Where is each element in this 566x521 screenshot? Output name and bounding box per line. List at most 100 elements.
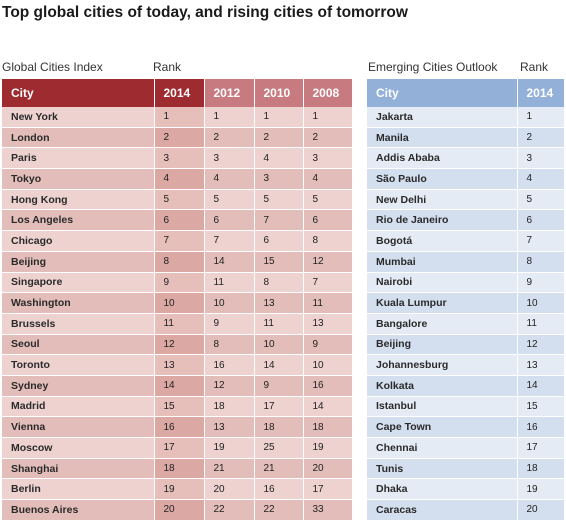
rank-cell: 20 bbox=[302, 458, 352, 480]
rank-cell: 4 bbox=[302, 168, 352, 190]
rank-cell: 9 bbox=[516, 272, 564, 294]
rank-cell: 19 bbox=[153, 478, 204, 501]
header-year-2010: 2010 bbox=[253, 79, 303, 107]
rank-cell: 15 bbox=[516, 396, 564, 418]
city-name-cell: Chennai bbox=[367, 437, 517, 459]
rank-cell: 6 bbox=[516, 209, 564, 232]
rank-cell: 12 bbox=[153, 334, 204, 356]
city-name-cell: Cape Town bbox=[367, 416, 517, 438]
header-city: City bbox=[2, 79, 154, 107]
table-row: Los Angeles 6 6 7 6 bbox=[2, 209, 352, 232]
city-name-cell: Dhaka bbox=[367, 478, 517, 501]
table-row: Madrid 15 18 17 14 bbox=[2, 396, 352, 418]
rank-cell: 1 bbox=[302, 107, 352, 128]
city-name-cell: New Delhi bbox=[367, 189, 517, 211]
rank-cell: 9 bbox=[253, 375, 303, 397]
rank-cell: 16 bbox=[302, 375, 352, 397]
table-row: Vienna 16 13 18 18 bbox=[2, 416, 352, 438]
rank-cell: 6 bbox=[302, 209, 352, 232]
rank-cell: 11 bbox=[253, 313, 303, 335]
rank-cell: 4 bbox=[516, 168, 564, 190]
city-name-cell: Bogotá bbox=[367, 230, 517, 252]
city-name-cell: Caracas bbox=[367, 499, 517, 521]
city-name-cell: London bbox=[2, 127, 154, 149]
rank-cell: 5 bbox=[516, 189, 564, 211]
rank-cell: 4 bbox=[153, 168, 204, 190]
city-name-cell: Buenos Aires bbox=[2, 499, 154, 521]
city-name-cell: Beijing bbox=[2, 251, 154, 273]
header-city: City bbox=[367, 79, 517, 107]
rank-cell: 17 bbox=[153, 437, 204, 459]
rank-cell: 13 bbox=[516, 354, 564, 376]
rank-cell: 20 bbox=[153, 499, 204, 521]
table-row: Bangalore 11 bbox=[367, 313, 564, 335]
city-name-cell: Shanghai bbox=[2, 458, 154, 480]
table-row: Manila 2 bbox=[367, 127, 564, 149]
rank-cell: 10 bbox=[203, 292, 254, 314]
table-row: Chennai 17 bbox=[367, 437, 564, 459]
rank-cell: 2 bbox=[516, 127, 564, 149]
global-cities-table: City 2014 2012 2010 2008 New York 1 1 1 1 Lon… bbox=[2, 79, 352, 521]
table-row: Beijing 12 bbox=[367, 334, 564, 356]
table-row: Kuala Lumpur 10 bbox=[367, 292, 564, 314]
emerging-cities-rank-label: Rank bbox=[520, 60, 549, 74]
table-row: Nairobi 9 bbox=[367, 272, 564, 294]
table-row: Addis Ababa 3 bbox=[367, 147, 564, 170]
table-row: Rio de Janeiro 6 bbox=[367, 209, 564, 232]
rank-cell: 6 bbox=[203, 209, 254, 232]
rank-cell: 18 bbox=[203, 396, 254, 418]
city-name-cell: Singapore bbox=[2, 272, 154, 294]
rank-cell: 16 bbox=[253, 478, 303, 501]
rank-cell: 3 bbox=[153, 147, 204, 170]
city-name-cell: Istanbul bbox=[367, 396, 517, 418]
city-name-cell: Jakarta bbox=[367, 107, 517, 128]
table-row: Washington 10 10 13 11 bbox=[2, 292, 352, 314]
table-row: Toronto 13 16 14 10 bbox=[2, 354, 352, 376]
rank-cell: 8 bbox=[302, 230, 352, 252]
table-header-row: City 2014 bbox=[367, 79, 564, 107]
city-name-cell: Brussels bbox=[2, 313, 154, 335]
rank-cell: 7 bbox=[516, 230, 564, 252]
city-name-cell: Washington bbox=[2, 292, 154, 314]
table-row: Johannesburg 13 bbox=[367, 354, 564, 376]
rank-cell: 7 bbox=[203, 230, 254, 252]
rank-cell: 7 bbox=[302, 272, 352, 294]
rank-cell: 22 bbox=[203, 499, 254, 521]
rank-cell: 2 bbox=[203, 127, 254, 149]
rank-cell: 14 bbox=[302, 396, 352, 418]
rank-cell: 33 bbox=[302, 499, 352, 521]
city-name-cell: Paris bbox=[2, 147, 154, 170]
table-row: Bogotá 7 bbox=[367, 230, 564, 252]
rank-cell: 5 bbox=[253, 189, 303, 211]
header-year-2014: 2014 bbox=[153, 79, 204, 107]
rank-cell: 8 bbox=[253, 272, 303, 294]
rank-cell: 18 bbox=[253, 416, 303, 438]
city-name-cell: Rio de Janeiro bbox=[367, 209, 517, 232]
rank-cell: 12 bbox=[203, 375, 254, 397]
rank-cell: 16 bbox=[153, 416, 204, 438]
city-name-cell: Vienna bbox=[2, 416, 154, 438]
rank-cell: 25 bbox=[253, 437, 303, 459]
table-row: Paris 3 3 4 3 bbox=[2, 147, 352, 170]
table-row: Tokyo 4 4 3 4 bbox=[2, 168, 352, 190]
table-row: Tunis 18 bbox=[367, 458, 564, 480]
rank-cell: 17 bbox=[253, 396, 303, 418]
table-row: New Delhi 5 bbox=[367, 189, 564, 211]
rank-cell: 11 bbox=[203, 272, 254, 294]
city-name-cell: São Paulo bbox=[367, 168, 517, 190]
emerging-cities-outlook-label: Emerging Cities Outlook bbox=[368, 60, 498, 74]
rank-cell: 2 bbox=[302, 127, 352, 149]
table-row: Jakarta 1 bbox=[367, 107, 564, 128]
rank-cell: 21 bbox=[253, 458, 303, 480]
rank-cell: 19 bbox=[516, 478, 564, 501]
rank-cell: 3 bbox=[302, 147, 352, 170]
city-name-cell: Tunis bbox=[367, 458, 517, 480]
city-name-cell: Bangalore bbox=[367, 313, 517, 335]
rank-cell: 21 bbox=[203, 458, 254, 480]
rank-cell: 9 bbox=[153, 272, 204, 294]
city-name-cell: Manila bbox=[367, 127, 517, 149]
rank-cell: 3 bbox=[203, 147, 254, 170]
emerging-cities-table-body: Jakarta 1 Manila 2 Addis Ababa 3 São Paulo 4 New… bbox=[367, 107, 564, 521]
rank-cell: 19 bbox=[302, 437, 352, 459]
city-name-cell: Johannesburg bbox=[367, 354, 517, 376]
